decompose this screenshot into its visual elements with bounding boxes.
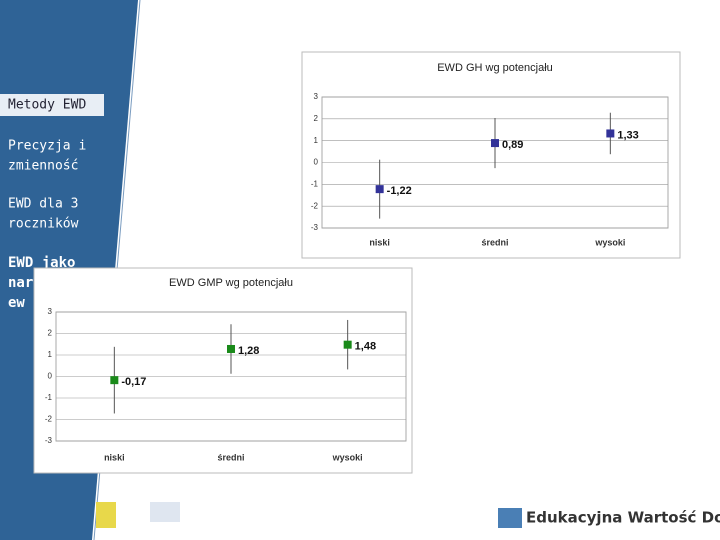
y-tick-label: 3 [314,92,319,101]
x-tick-label: wysoki [332,452,363,462]
logos [96,502,522,528]
y-tick-label: 2 [48,329,53,338]
chart-title: EWD GH wg potencjału [437,62,553,74]
y-tick-label: 3 [48,307,53,316]
value-label: -1,22 [387,185,412,197]
y-tick-label: 1 [48,350,53,359]
value-label: 1,48 [355,341,376,353]
brand: Edukacyjna Wartość Dodana [526,509,720,527]
menu-item: roczników [8,217,79,232]
chart-title: EWD GMP wg potencjału [169,277,293,289]
menu-item: zmienność [8,159,78,174]
point [343,340,352,349]
y-tick-label: -1 [45,393,53,402]
y-tick-label: 2 [314,114,319,123]
y-tick-label: 0 [314,158,319,167]
y-tick-label: -3 [45,436,53,445]
chart-frame [301,51,681,259]
menu-item: EWD jako [8,255,75,271]
chart: EWD GH wg potencjału -3 -2 -1 0 1 2 3 niski -1,22… [301,51,681,259]
menu-item: Precyzja i [8,139,86,154]
value-label: 0,89 [502,139,523,151]
menu-item: Metody EWD [8,98,86,113]
x-tick-label: niski [369,237,390,247]
y-tick-label: -1 [311,179,319,188]
chart: EWD GMP wg potencjału -3 -2 -1 0 1 2 3 niski -0,1… [33,267,413,474]
x-tick-label: średni [217,452,244,462]
point [110,376,119,385]
x-tick-label: średni [481,237,508,247]
y-tick-label: 1 [314,136,319,145]
value-label: -0,17 [121,376,146,388]
value-label: 1,28 [238,345,259,357]
point [606,129,615,138]
y-tick-label: -2 [311,201,319,210]
point [375,185,384,194]
value-label: 1,33 [617,129,638,141]
logo-icon [498,508,522,528]
menu-item: EWD dla 3 [8,197,78,212]
logo-mid [150,502,180,522]
menu-highlight [0,94,104,116]
menu-item: ew [8,295,25,311]
x-tick-label: niski [104,452,125,462]
y-tick-label: 0 [48,372,53,381]
y-tick-label: -2 [45,415,53,424]
point [491,139,499,148]
point [227,344,235,353]
logo-left [96,502,116,528]
x-tick-label: wysoki [594,237,625,247]
chart-frame [33,267,413,474]
menu-item: nar [8,275,33,291]
y-tick-label: -3 [311,223,319,232]
